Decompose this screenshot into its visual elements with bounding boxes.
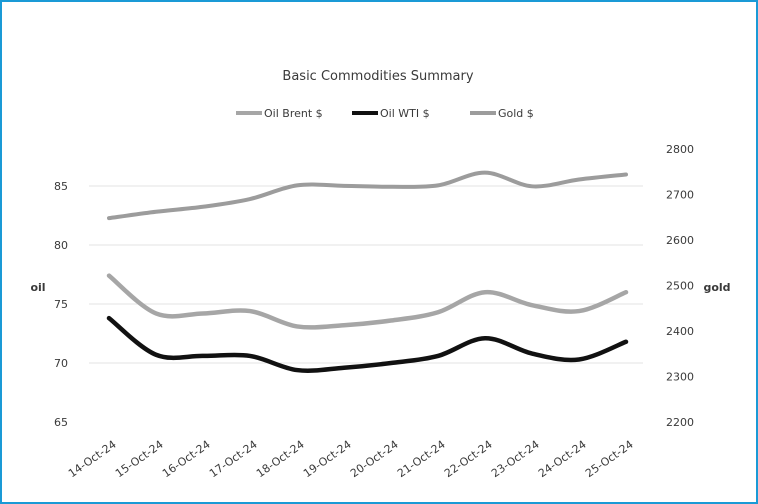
right-tick-label: 2500 bbox=[666, 280, 694, 293]
chart-title: Basic Commodities Summary bbox=[282, 69, 473, 84]
x-axis-ticks: 14-Oct-2415-Oct-2416-Oct-2417-Oct-2418-O… bbox=[66, 438, 636, 480]
x-tick-label: 23-Oct-24 bbox=[489, 438, 542, 480]
series-lines bbox=[106, 170, 629, 373]
x-tick-label: 21-Oct-24 bbox=[395, 438, 448, 480]
right-tick-label: 2400 bbox=[666, 325, 694, 338]
left-axis-ticks: 65 70 75 80 85 bbox=[54, 180, 68, 429]
legend-label: Oil Brent $ bbox=[264, 107, 323, 120]
x-tick-label: 25-Oct-24 bbox=[583, 438, 636, 480]
x-tick-label: 14-Oct-24 bbox=[66, 438, 119, 480]
series-line-oil-brent bbox=[106, 273, 629, 330]
legend-label: Gold $ bbox=[498, 107, 534, 120]
x-tick-label: 18-Oct-24 bbox=[254, 438, 307, 480]
right-tick-label: 2300 bbox=[666, 371, 694, 384]
x-tick-label: 17-Oct-24 bbox=[207, 438, 260, 480]
right-axis-ticks: 2200 2300 2400 2500 2600 2700 2800 bbox=[666, 143, 694, 429]
right-tick-label: 2600 bbox=[666, 234, 694, 247]
left-tick-label: 75 bbox=[54, 298, 68, 311]
x-tick-label: 16-Oct-24 bbox=[160, 438, 213, 480]
right-axis-label: gold bbox=[703, 281, 730, 294]
legend: Oil Brent $ Oil WTI $ Gold $ bbox=[236, 107, 534, 120]
x-tick-label: 20-Oct-24 bbox=[348, 438, 401, 480]
legend-label: Oil WTI $ bbox=[380, 107, 430, 120]
left-tick-label: 80 bbox=[54, 239, 68, 252]
x-tick-label: 24-Oct-24 bbox=[536, 438, 589, 480]
series-line-gold bbox=[107, 170, 628, 221]
right-tick-label: 2800 bbox=[666, 143, 694, 156]
x-tick-label: 15-Oct-24 bbox=[113, 438, 166, 480]
left-axis-label: oil bbox=[30, 281, 45, 294]
left-tick-label: 85 bbox=[54, 180, 68, 193]
x-tick-label: 22-Oct-24 bbox=[442, 438, 495, 480]
gridlines bbox=[89, 185, 643, 364]
left-tick-label: 65 bbox=[54, 416, 68, 429]
x-tick-label: 19-Oct-24 bbox=[301, 438, 354, 480]
series-line-oil-wti bbox=[106, 315, 629, 373]
right-tick-label: 2200 bbox=[666, 416, 694, 429]
right-tick-label: 2700 bbox=[666, 189, 694, 202]
left-tick-label: 70 bbox=[54, 357, 68, 370]
